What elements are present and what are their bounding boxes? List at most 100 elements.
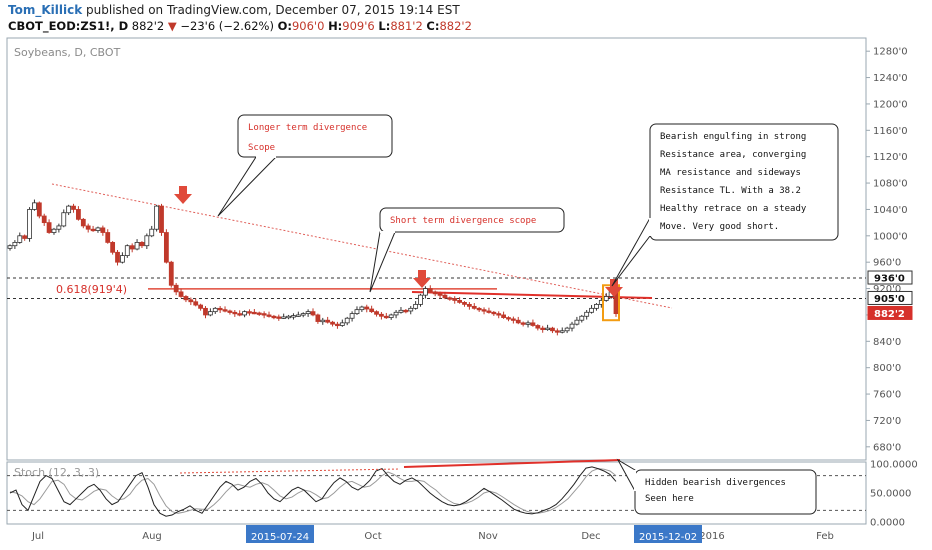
candle-down-body	[486, 310, 492, 313]
candle	[139, 241, 145, 249]
candle	[320, 317, 326, 325]
candle-down-body	[276, 316, 282, 319]
candle	[374, 310, 379, 317]
candle-down-body	[90, 228, 96, 232]
candle-up-body	[320, 319, 326, 323]
candle	[27, 207, 32, 242]
candle-down-body	[85, 225, 91, 230]
candle-up-body	[525, 322, 531, 325]
candle	[364, 304, 370, 313]
callout-box	[379, 207, 565, 233]
candle-up-body	[286, 315, 291, 319]
candle	[32, 199, 37, 211]
candle-up-body	[388, 314, 394, 318]
close-value: 882'2	[439, 19, 472, 33]
price-label-text: 905'0	[874, 294, 905, 305]
candle-down-body	[330, 321, 335, 325]
candle	[291, 313, 296, 320]
candle	[36, 201, 42, 219]
chart-title: Soybeans, D, CBOT	[14, 46, 121, 59]
open-value: 906'0	[291, 19, 325, 33]
candle	[335, 321, 340, 329]
candle-down-body	[476, 307, 482, 311]
candle-down-body	[193, 301, 199, 306]
candle	[110, 241, 116, 255]
candle-down-body	[501, 314, 506, 318]
candle-down-body	[315, 314, 321, 322]
candle	[408, 306, 414, 315]
candle	[330, 320, 335, 327]
time-highlight-label: 2015-12-02	[639, 532, 697, 543]
candle-up-body	[545, 327, 550, 331]
candle	[193, 298, 199, 307]
candle-down-body	[515, 319, 521, 324]
price-tick-label: 1000'0	[873, 231, 908, 242]
candle-down-body	[183, 296, 189, 301]
arrow-shaft	[179, 186, 187, 194]
candle	[120, 252, 125, 264]
candle-up-body	[56, 225, 62, 230]
candle	[266, 311, 272, 318]
candle	[80, 218, 86, 229]
candle-up-body	[589, 307, 594, 313]
callout-text-line: Seen here	[645, 494, 694, 504]
price-tick-label: 680'0	[873, 442, 901, 453]
callout-text-line: Healthy retrace on a steady	[660, 204, 807, 214]
price-tick-label: 720'0	[873, 416, 901, 427]
candle-down-body	[403, 309, 409, 313]
candle-up-body	[344, 317, 350, 324]
candle-down-body	[452, 298, 458, 301]
candle-down-body	[71, 205, 76, 210]
price-label-text: 936'0	[874, 274, 905, 285]
candle-down-body	[554, 330, 560, 333]
candle-up-body	[305, 311, 311, 315]
candle	[305, 309, 311, 317]
candle	[325, 316, 331, 324]
candle	[418, 293, 423, 307]
callout-text-line: Bearish engulfing in strong	[660, 132, 806, 142]
candle	[388, 313, 394, 320]
candle-down-body	[271, 315, 277, 319]
candle-down-body	[491, 311, 497, 315]
candle	[510, 316, 516, 324]
candle	[540, 325, 546, 333]
candle	[212, 307, 218, 314]
time-axis-label: Oct	[364, 531, 381, 542]
candle	[163, 229, 169, 264]
candle	[481, 307, 487, 315]
candle	[506, 316, 511, 322]
candle-up-body	[124, 245, 130, 256]
callout-text-line: MA resistance and sideways	[660, 168, 801, 178]
candle	[476, 307, 482, 312]
published-text: published on TradingView.com, December 0…	[86, 3, 460, 17]
candle-down-body	[310, 311, 316, 316]
candle-down-body	[506, 317, 511, 320]
candle-up-body	[398, 309, 404, 313]
stoch-divergence-line	[403, 459, 621, 468]
author-link[interactable]: Tom_Killick	[8, 3, 83, 17]
candle	[344, 316, 350, 326]
candle	[12, 240, 18, 249]
candle-down-body	[80, 218, 86, 227]
stoch-tick-label: 100.0000	[870, 460, 918, 471]
candle-down-body	[251, 311, 257, 315]
longer-term-trendline	[51, 183, 673, 309]
callout-text-line: Resistance area, converging	[660, 150, 806, 160]
candle-up-body	[207, 311, 213, 316]
candle	[369, 305, 375, 313]
candle	[154, 204, 160, 232]
candle-up-body	[154, 205, 160, 230]
candle-down-body	[466, 303, 472, 307]
candle-up-body	[281, 316, 287, 319]
candle-down-body	[374, 311, 379, 315]
candle-down-body	[46, 222, 52, 233]
candle	[427, 285, 433, 294]
candle-up-body	[423, 288, 428, 296]
candle-down-body	[383, 315, 389, 319]
candle	[554, 328, 560, 336]
candle-up-body	[603, 296, 609, 301]
candle-down-body	[530, 322, 536, 326]
candle	[300, 312, 306, 318]
price-chart[interactable]: Soybeans, D, CBOT 1280'0 1240'0 1200'0 1160…	[0, 36, 932, 550]
price-label-box	[867, 290, 913, 305]
